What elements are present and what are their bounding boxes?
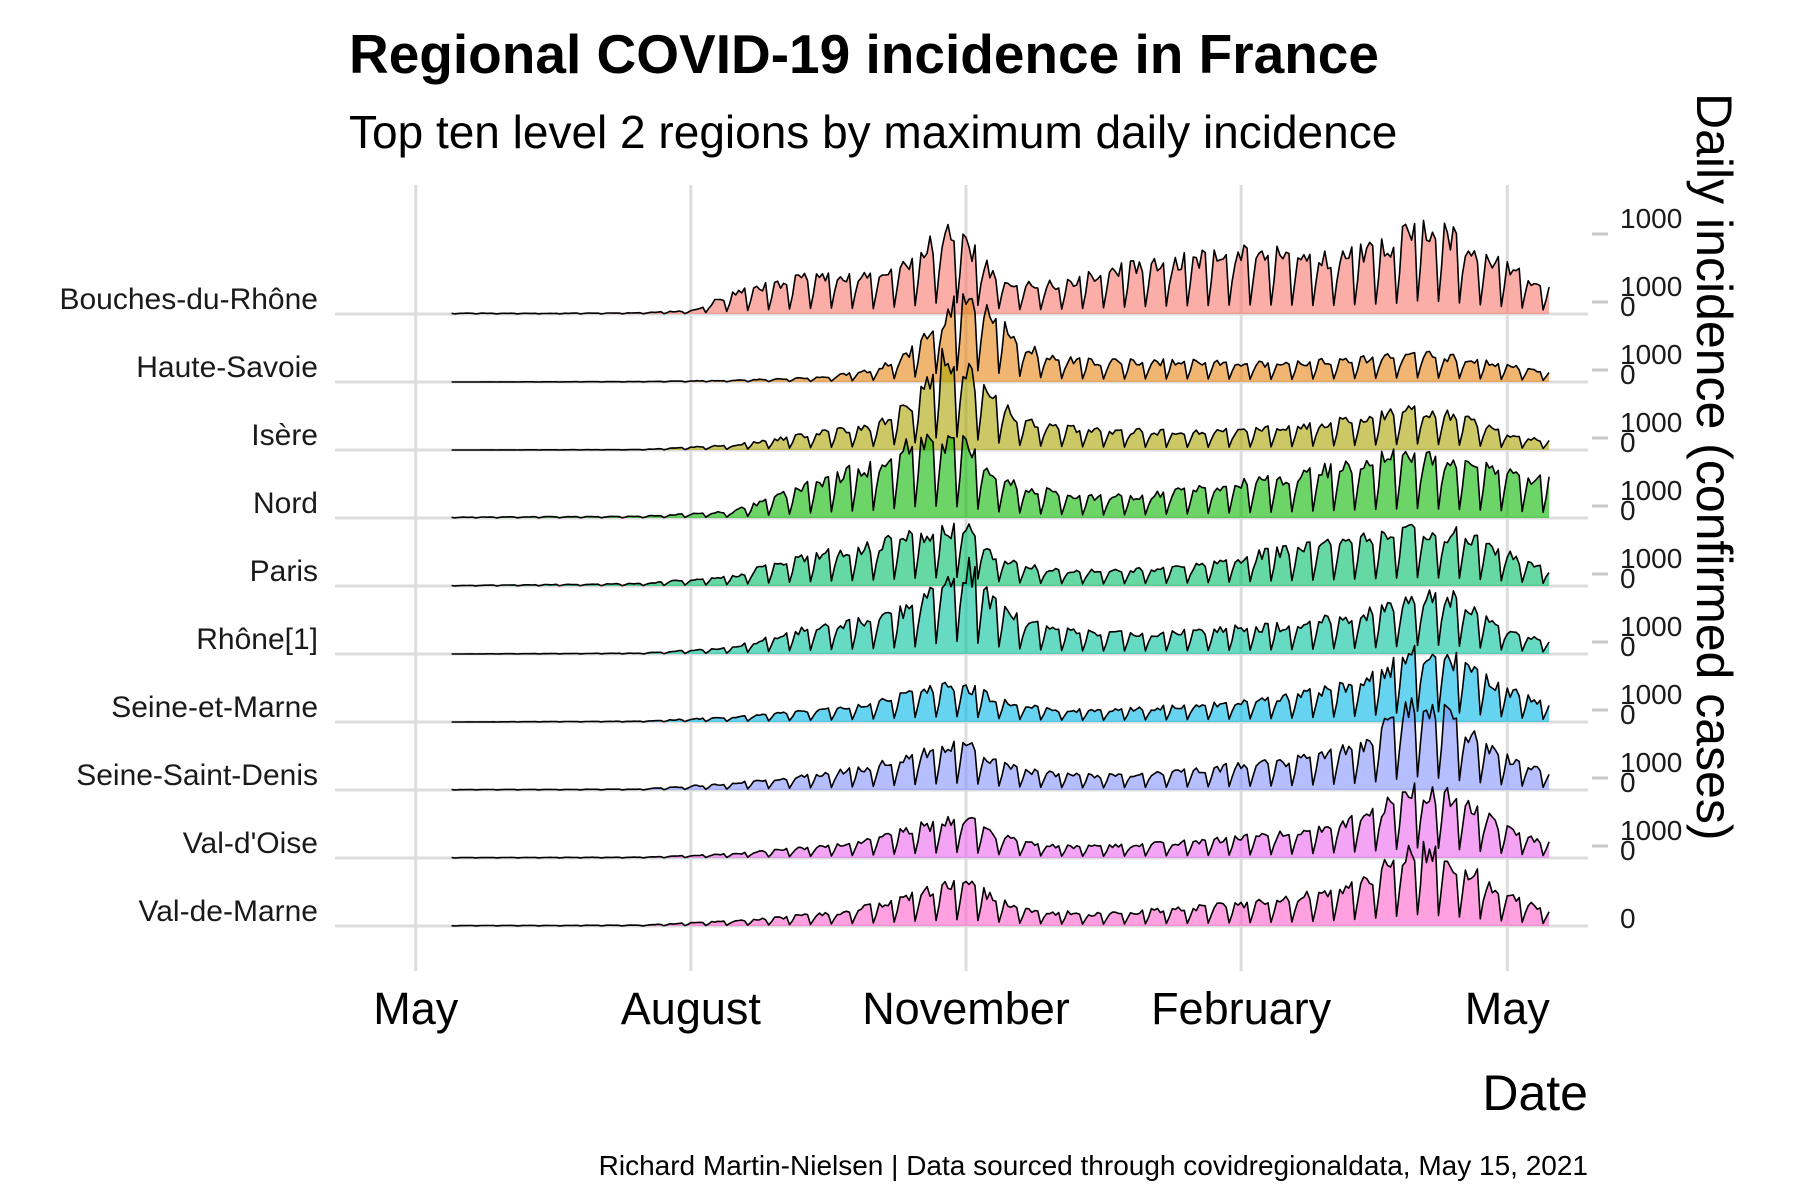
region-label-isere: Isère (251, 419, 318, 452)
region-label-haute-savoie: Haute-Savoie (136, 351, 318, 384)
ridge-nord-line (451, 433, 1550, 519)
x-tick-label: November (862, 983, 1070, 1034)
ridge-seine-saint-denis-area (451, 697, 1550, 790)
chart-subtitle: Top ten level 2 regions by maximum daily… (349, 106, 1397, 158)
y-tick-label-1000: 1000 (1620, 203, 1682, 234)
ridge-paris-line (451, 522, 1550, 587)
ridge-val-d-oise-area (451, 783, 1550, 858)
y-tick-label-1000: 1000 (1620, 339, 1682, 370)
y-tick-label-1000: 1000 (1620, 271, 1682, 302)
y-tick-label-0: 0 (1620, 359, 1636, 390)
y-tick-label-1000: 1000 (1620, 543, 1682, 574)
y-tick-label-1000: 1000 (1620, 475, 1682, 506)
region-label-val-d-oise: Val-d'Oise (183, 827, 318, 860)
ridge-paris-area (451, 523, 1550, 586)
chart-title: Regional COVID-19 incidence in France (349, 23, 1379, 85)
ridge-seine-saint-denis-line (451, 697, 1550, 791)
x-tick-label: May (373, 983, 459, 1034)
y-tick-label-0: 0 (1620, 835, 1636, 866)
x-tick-label: February (1151, 983, 1332, 1034)
y-tick-label-1000: 1000 (1620, 679, 1682, 710)
ridge-val-de-marne-area (451, 841, 1550, 926)
y-tick-label-0: 0 (1620, 767, 1636, 798)
ridge-bouches-du-rhone-line (451, 219, 1550, 315)
region-labels: Bouches-du-Rhône Haute-Savoie Isère Nord Par… (59, 283, 318, 928)
ridge-isere-line (451, 347, 1550, 451)
ridge-val-de-marne-line (451, 840, 1550, 927)
ridge-nord-area (451, 434, 1550, 518)
x-tick-label: August (621, 983, 762, 1034)
y-axis-title: Daily incidence (confirmed cases) (1686, 93, 1742, 841)
ridge-seine-et-marne-area (451, 645, 1550, 722)
x-axis-ticks: May August November February May (373, 983, 1550, 1034)
y-axis-ticks: 1000010000100001000010000100001000010000… (1592, 203, 1682, 934)
y-tick-label-0: 0 (1620, 699, 1636, 730)
chart-caption: Richard Martin-Nielsen | Data sourced th… (599, 1150, 1588, 1181)
ridge-bouches-du-rhone-area (451, 220, 1550, 314)
region-label-paris: Paris (250, 555, 318, 588)
x-tick-label: May (1465, 983, 1551, 1034)
ridge-areas (451, 219, 1550, 927)
y-tick-label-0: 0 (1620, 291, 1636, 322)
ridge-rhone-1-line (451, 556, 1550, 655)
region-label-seine-saint-denis: Seine-Saint-Denis (76, 759, 318, 792)
y-tick-label-1000: 1000 (1620, 407, 1682, 438)
y-tick-label-1000: 1000 (1620, 747, 1682, 778)
ridge-val-d-oise-line (451, 782, 1550, 859)
x-axis-title: Date (1482, 1065, 1588, 1121)
region-label-bouches-du-rhone: Bouches-du-Rhône (59, 283, 318, 316)
ridge-haute-savoie-line (451, 293, 1550, 383)
y-tick-label-1000: 1000 (1620, 815, 1682, 846)
y-tick-label-0: 0 (1620, 903, 1636, 934)
y-tick-label-0: 0 (1620, 495, 1636, 526)
region-label-val-de-marne: Val-de-Marne (138, 895, 318, 928)
y-tick-label-0: 0 (1620, 427, 1636, 458)
y-tick-label-0: 0 (1620, 563, 1636, 594)
region-label-nord: Nord (253, 487, 318, 520)
ridge-seine-et-marne-line (451, 644, 1550, 723)
y-tick-label-0: 0 (1620, 631, 1636, 662)
region-label-rhone-1: Rhône[1] (196, 623, 318, 656)
region-label-seine-et-marne: Seine-et-Marne (111, 691, 318, 724)
y-tick-label-1000: 1000 (1620, 611, 1682, 642)
